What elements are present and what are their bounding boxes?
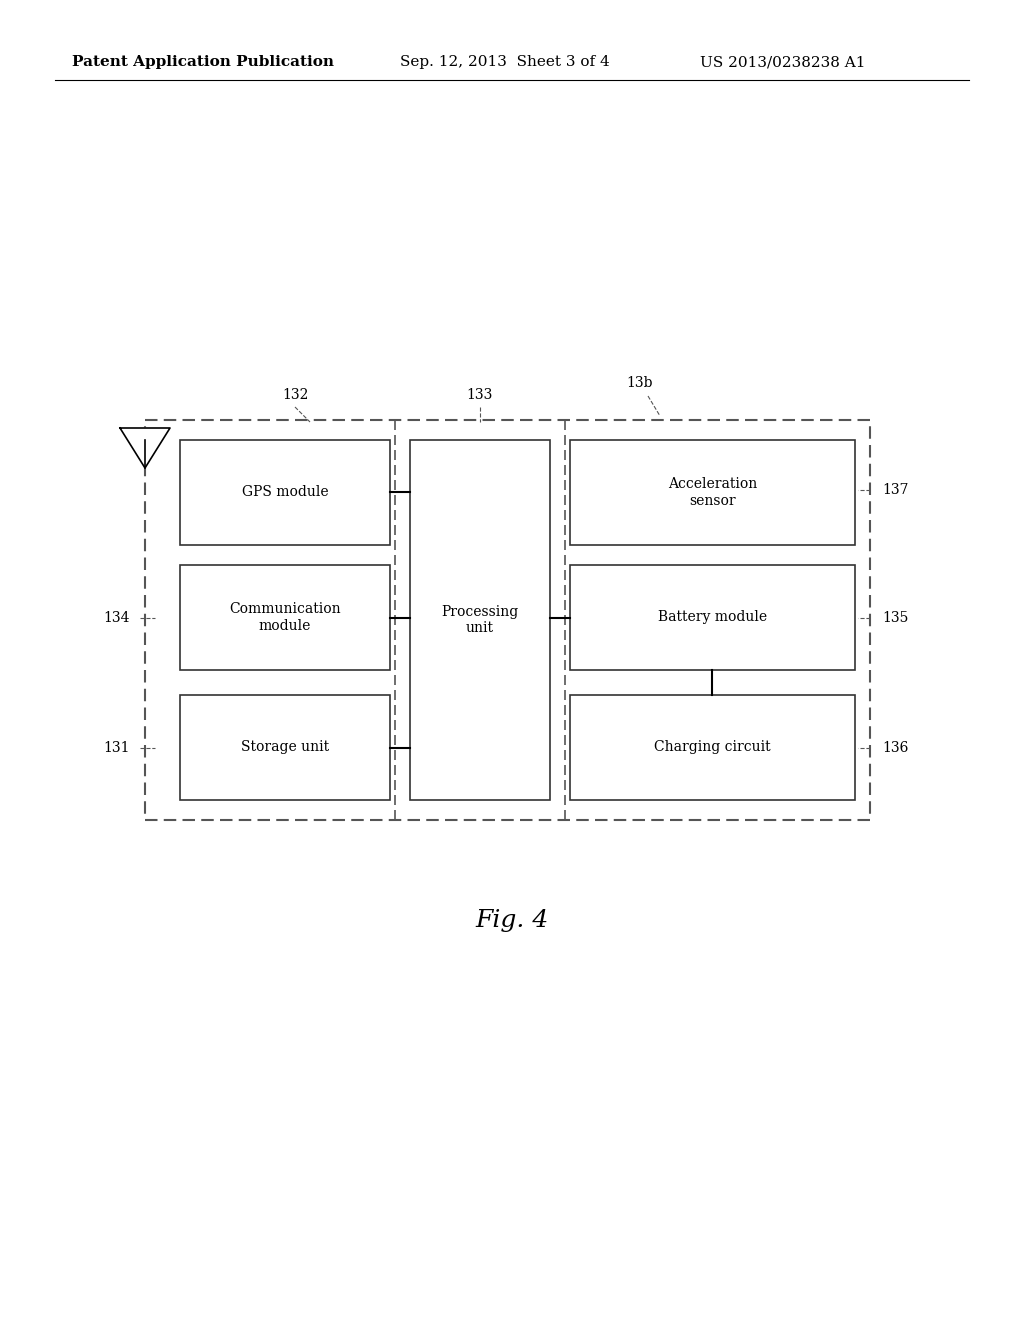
Text: Sep. 12, 2013  Sheet 3 of 4: Sep. 12, 2013 Sheet 3 of 4: [400, 55, 609, 69]
Bar: [570, 440, 855, 545]
Bar: [570, 565, 855, 671]
Text: Communication
module: Communication module: [229, 602, 341, 632]
Bar: [410, 440, 550, 800]
Text: US 2013/0238238 A1: US 2013/0238238 A1: [700, 55, 865, 69]
Bar: [180, 565, 390, 671]
Text: 136: 136: [882, 741, 908, 755]
Text: 133: 133: [467, 388, 494, 403]
Text: Acceleration
sensor: Acceleration sensor: [668, 478, 757, 508]
Text: Storage unit: Storage unit: [241, 741, 329, 755]
Text: Patent Application Publication: Patent Application Publication: [72, 55, 334, 69]
Bar: [180, 696, 390, 800]
Polygon shape: [120, 428, 170, 469]
Text: 137: 137: [882, 483, 908, 498]
Text: Battery module: Battery module: [658, 610, 767, 624]
Text: Processing
unit: Processing unit: [441, 605, 518, 635]
Bar: [180, 440, 390, 545]
Text: 131: 131: [103, 741, 130, 755]
Text: Charging circuit: Charging circuit: [654, 741, 771, 755]
Text: 134: 134: [103, 611, 130, 624]
Text: 132: 132: [282, 388, 308, 403]
Text: Fig. 4: Fig. 4: [475, 908, 549, 932]
Bar: [570, 696, 855, 800]
Bar: [145, 420, 870, 820]
Text: GPS module: GPS module: [242, 486, 329, 499]
Text: 13b: 13b: [627, 376, 653, 389]
Text: 135: 135: [882, 611, 908, 624]
